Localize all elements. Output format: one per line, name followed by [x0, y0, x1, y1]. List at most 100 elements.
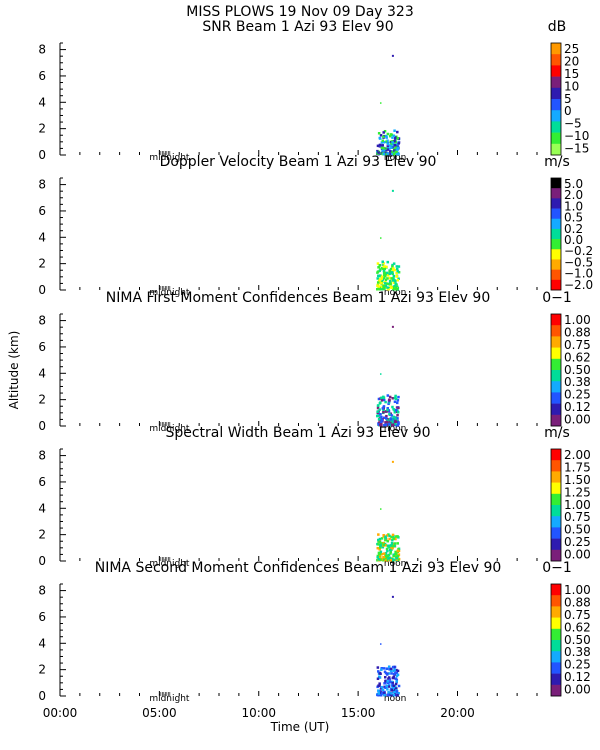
echo-pixel [378, 286, 382, 290]
colorbar-tick-label: 10 [564, 79, 579, 93]
echo-pixel [384, 558, 387, 562]
echo-pixel [386, 554, 390, 558]
colorbar-frame [550, 583, 562, 697]
echo-pixel [377, 132, 381, 135]
colorbar-swatch [551, 527, 561, 539]
echo-pixel [394, 394, 397, 398]
panel-3: NIMA First Moment Confidences Beam 1 Azi… [38, 290, 590, 434]
colorbar-swatch [551, 606, 561, 618]
colorbar-swatch [551, 347, 561, 360]
echo-pixel [392, 684, 395, 688]
colorbar-swatch [551, 684, 561, 697]
echo-pixel [388, 395, 392, 399]
colorbar-tick-label: 1.0 [564, 199, 583, 213]
echo-pixel [390, 548, 393, 551]
echo-pixel [396, 287, 399, 291]
echo-pixel [392, 693, 396, 697]
echo-pixel [378, 537, 382, 541]
echo-pixel [389, 669, 393, 673]
echo-pixel [380, 418, 384, 422]
echo-pixel [392, 262, 396, 265]
colorbar-frame [550, 42, 562, 156]
x-axis-label: Time (UT) [270, 720, 330, 734]
echo-pixel [390, 693, 393, 697]
x-tick-label: 05:00 [142, 706, 177, 720]
y-tick-label: 6 [38, 69, 46, 83]
colorbar-swatch [551, 336, 561, 348]
colorbar-swatch [551, 188, 561, 199]
y-tick-label: 0 [38, 148, 46, 162]
echo-pixel [385, 558, 389, 561]
echo-pixel [387, 287, 390, 291]
echo-pixel [391, 681, 394, 685]
echo-pixel [395, 535, 398, 538]
echo-pixel [386, 286, 389, 289]
colorbar-tick-label: −2.0 [564, 278, 593, 292]
echo-pixel [395, 267, 399, 271]
echo-pixel [389, 420, 392, 424]
colorbar-tick-label: 0.75 [564, 338, 591, 352]
colorbar-swatch [551, 370, 561, 382]
y-tick-label: 2 [38, 663, 46, 677]
echo-pixel [395, 265, 399, 268]
colorbar-swatch [551, 549, 561, 562]
echo-pixel [384, 535, 387, 538]
echo-pixel [393, 149, 396, 152]
echo-pixel [384, 147, 388, 150]
colorbar-swatch [551, 218, 561, 230]
echo-pixel [382, 667, 386, 670]
echo-pixel [386, 132, 390, 136]
echo-pixel [381, 260, 384, 264]
echo-pixel [384, 675, 387, 679]
echo-pixel [380, 667, 383, 670]
echo-pixel [393, 284, 396, 288]
echo-pixel [394, 136, 397, 139]
colorbar-swatch [551, 228, 561, 240]
echo-pixel [392, 676, 395, 680]
echo-pixel [391, 141, 394, 144]
echo-pixel [382, 265, 386, 268]
echo-pixel [388, 556, 392, 560]
echo-pixel [387, 665, 391, 668]
colorbar-frame [550, 448, 562, 562]
echo-pixel [376, 406, 380, 410]
echo-pixel [380, 280, 384, 284]
colorbar-tick-label: 5.0 [564, 177, 583, 191]
colorbar-tick-label: −0.2 [564, 244, 593, 258]
colorbar-swatch [551, 628, 561, 641]
echo-pixel [383, 423, 386, 427]
colorbar-tick-label: 0.5 [564, 211, 583, 225]
echo-pixel [384, 553, 387, 556]
echo-pixel [378, 269, 381, 273]
y-tick-label: 4 [38, 366, 46, 380]
echo-pixel [396, 555, 400, 558]
echo-pixel [378, 274, 382, 277]
echo-pixel [379, 268, 382, 271]
noon-label: noon [384, 694, 406, 704]
echo-pixel [390, 672, 393, 675]
echo-pixel [393, 143, 397, 147]
echo-pixel [397, 152, 400, 156]
echo-pixel [391, 417, 394, 421]
echo-pixel [395, 401, 399, 405]
panel-title: NIMA First Moment Confidences Beam 1 Azi… [106, 290, 490, 306]
echo-pixel [386, 142, 389, 145]
echo-pixel [384, 679, 387, 683]
echo-pixel [390, 286, 393, 289]
y-tick-label: 6 [38, 610, 46, 624]
echo-pixel [396, 399, 400, 402]
echo-pixel [388, 270, 392, 273]
noon-label: noon [384, 424, 406, 434]
echo-pixel [377, 684, 380, 687]
colorbar-tick-label: 0.25 [564, 658, 591, 672]
colorbar-swatch [551, 54, 561, 66]
echo-pixel [397, 395, 400, 399]
panel-title: Doppler Velocity Beam 1 Azi 93 Elev 90 [160, 154, 437, 170]
colorbar-tick-label: 2.0 [564, 188, 583, 202]
echo-pixel [386, 277, 389, 280]
colorbar-swatch [551, 471, 561, 483]
echo-pixel [387, 402, 390, 406]
unit-label: 0−1 [542, 560, 572, 576]
echo-pixel [396, 549, 400, 553]
echo-pixel [396, 673, 400, 677]
